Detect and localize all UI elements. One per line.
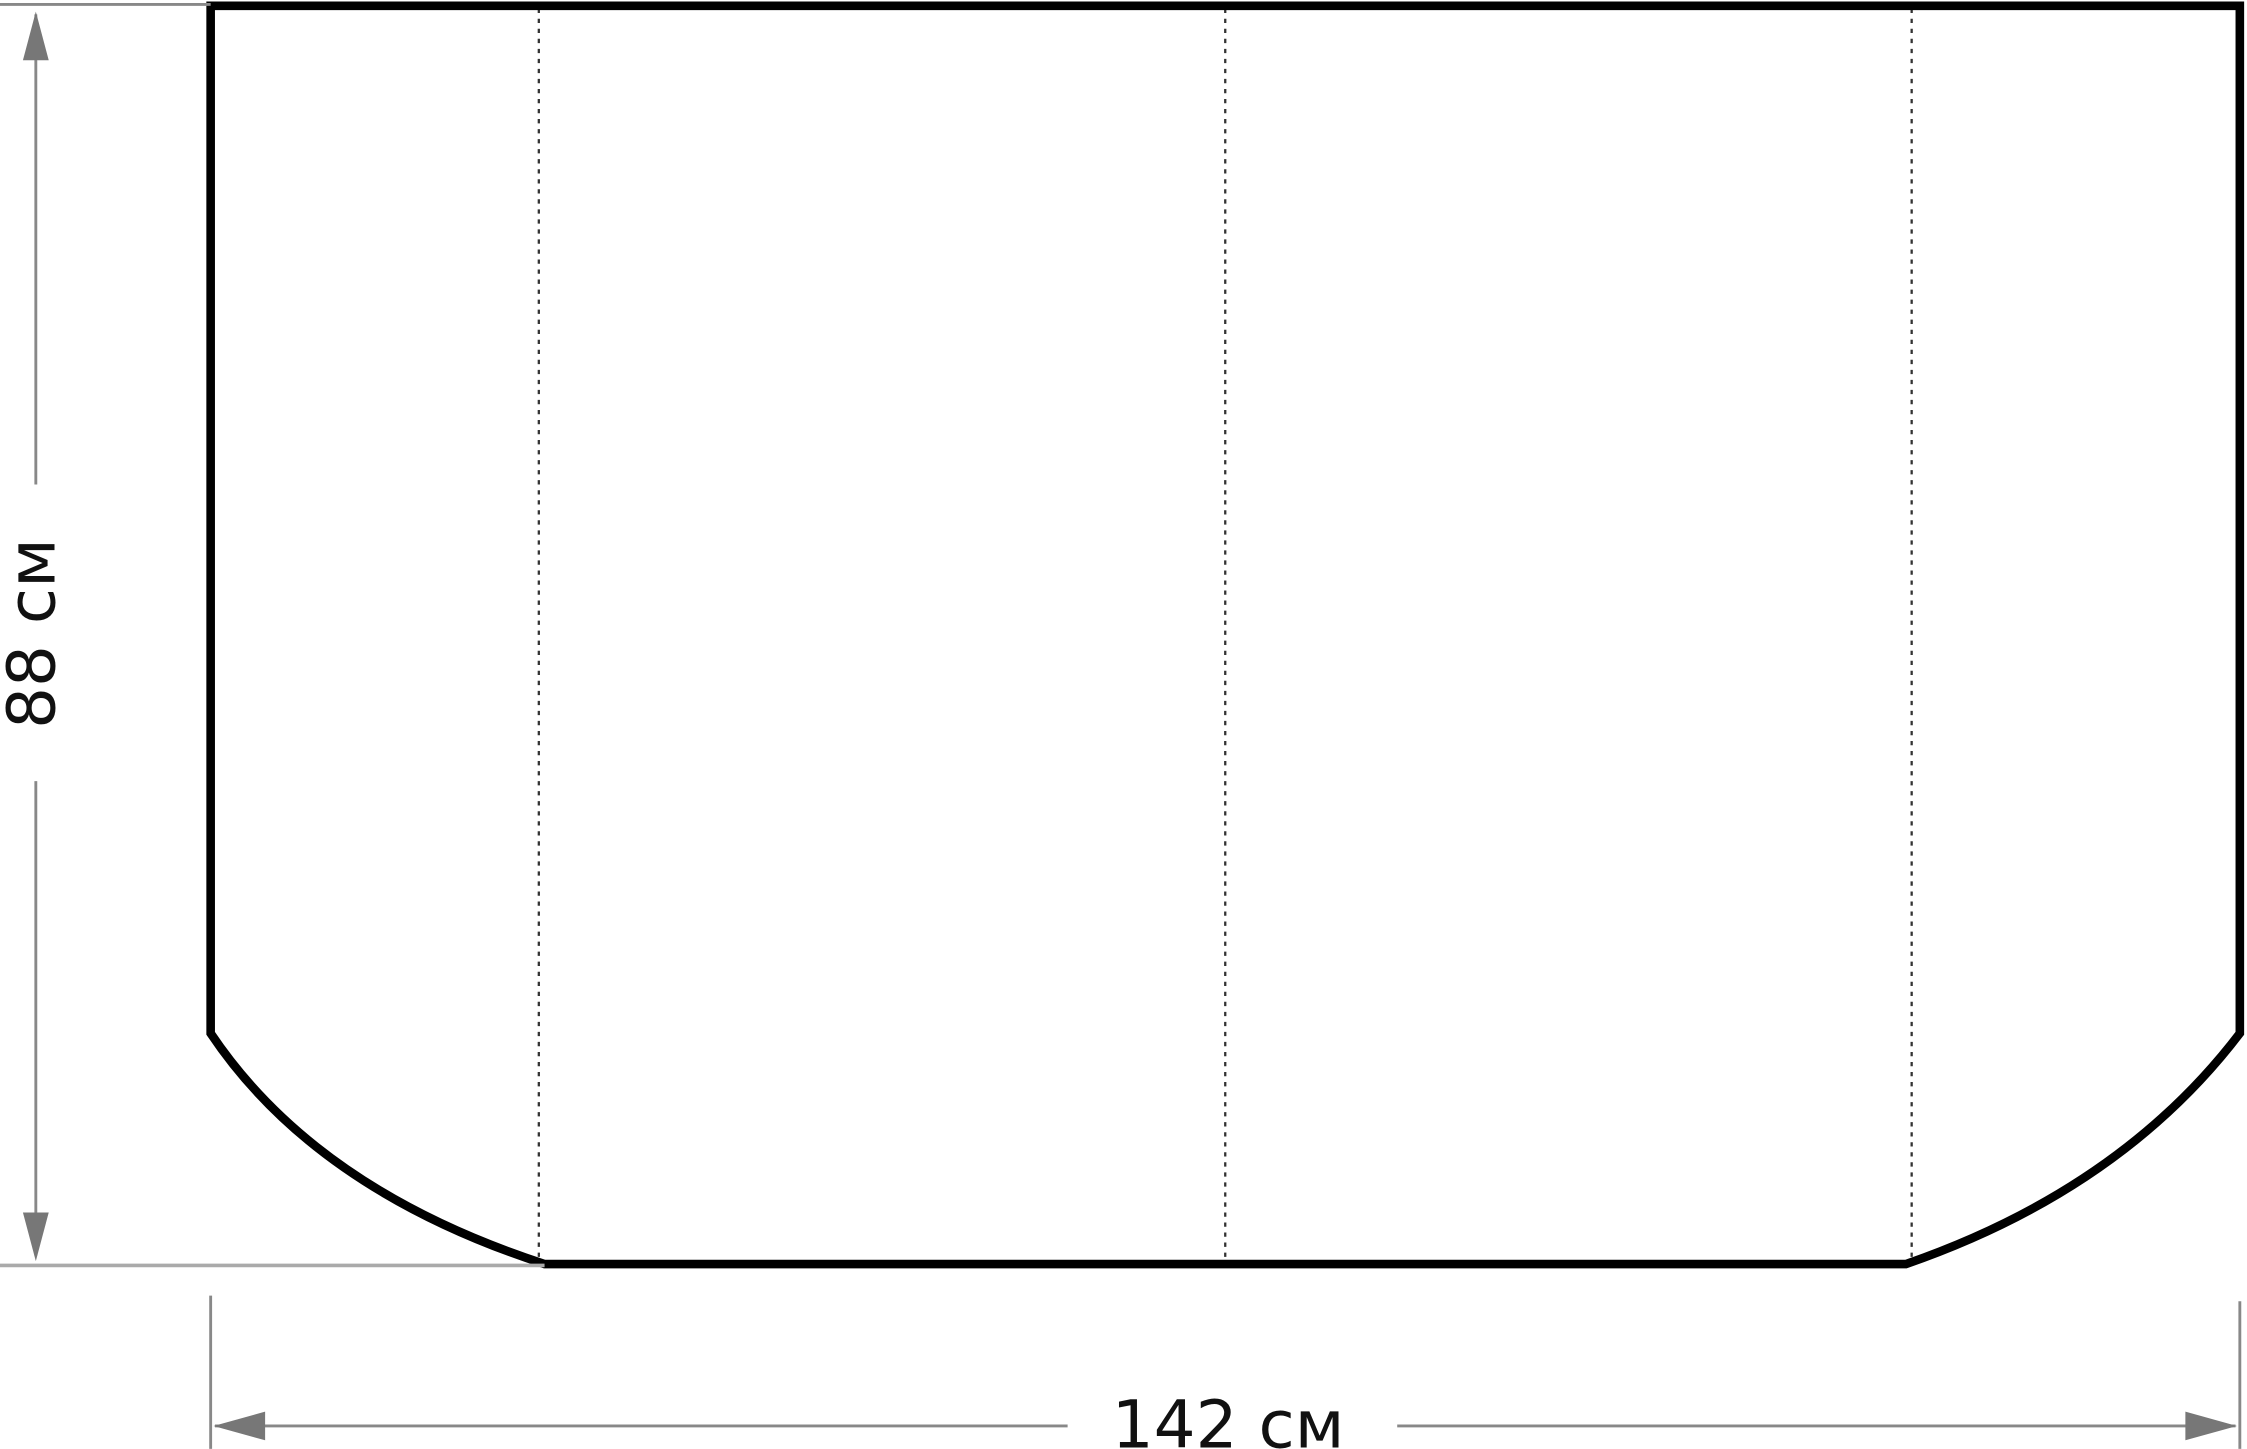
arrow-left-icon xyxy=(213,1411,266,1441)
height-label: 88 см xyxy=(0,538,70,729)
arrow-up-icon xyxy=(22,11,49,61)
fold-lines xyxy=(537,8,1913,1262)
width-label: 142 см xyxy=(1112,1386,1345,1449)
shape-outline xyxy=(206,1,2245,1269)
arrow-down-icon xyxy=(22,1212,49,1262)
arrow-right-icon xyxy=(2185,1411,2237,1441)
width-dimension xyxy=(209,1295,2242,1449)
height-dimension xyxy=(0,2,545,1268)
